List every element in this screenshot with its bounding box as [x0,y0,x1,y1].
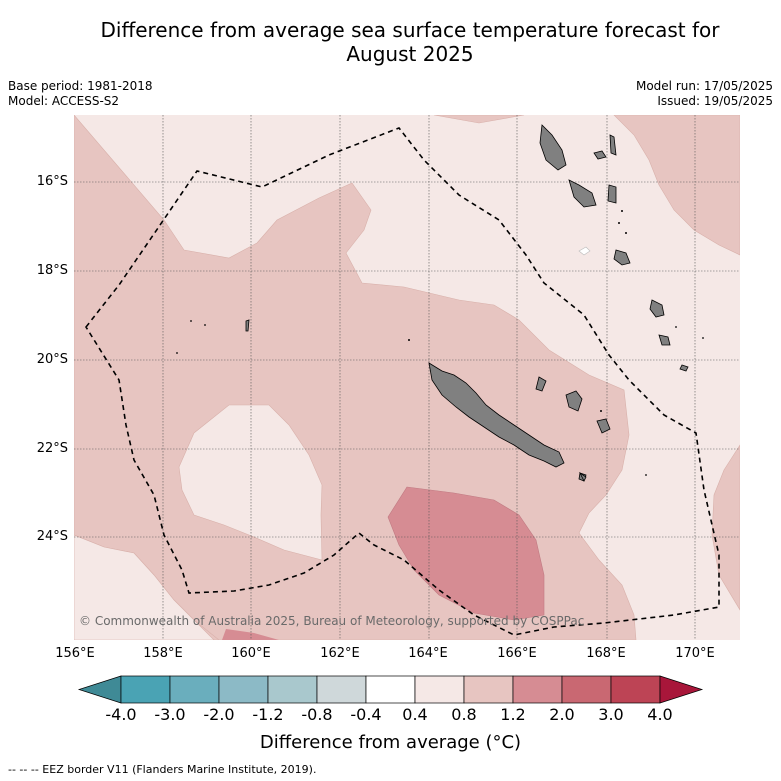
lon-label-168e: 168°E [586,646,626,661]
colorbar-tick-label: 3.0 [598,705,624,724]
land-lifou [565,390,583,412]
colorbar-tick-label: 1.2 [500,705,526,724]
land-masses [245,124,689,482]
meta-left: Base period: 1981-2018 Model: ACCESS-S2 [8,79,153,109]
lon-label-162e: 162°E [320,646,360,661]
lat-label-24s: 24°S [36,529,68,544]
model-run: Model run: 17/05/2025 [635,79,773,93]
model-name: Model: ACCESS-S2 [8,94,120,108]
lon-label-164e: 164°E [408,646,448,661]
colorbar-tick-label: -0.4 [350,705,382,724]
colorbar-swatch [316,675,367,704]
colorbar-arrow-low [77,675,122,704]
anomaly-region-0-8-east [711,444,740,611]
land-ambae [593,150,607,160]
anomaly-region-0-4-southwest [74,534,215,640]
meta-right: Model run: 17/05/2025 Issued: 19/05/2025 [636,79,773,109]
colorbar-swatch [267,675,318,704]
colorbar-swatch [463,675,514,704]
anomaly-region-0-4-west [178,404,323,561]
colorbar-arrow-high [659,675,704,704]
copyright-notice: © Commonwealth of Australia 2025, Bureau… [79,614,585,628]
colorbar-swatch [512,675,563,704]
eez-border [85,127,720,636]
title-line-1: Difference from average sea surface temp… [100,18,720,42]
anomaly-region-1-2 [387,486,545,621]
lat-label-22s: 22°S [36,441,68,456]
land-malakula [568,179,597,208]
land-pentecost [607,184,617,204]
colorbar-swatch [561,675,612,704]
land-mare [596,418,611,434]
colorbar-swatch [120,675,171,704]
land-efate [613,249,631,266]
colorbar-swatch [169,675,220,704]
map-panel [74,115,740,640]
anomaly-region-1-2-south [222,629,279,640]
colorbar-tick-label: 2.0 [549,705,575,724]
map-canvas [74,115,740,640]
map-title: Difference from average sea surface temp… [40,18,780,66]
colorbar-tick-label: -4.0 [105,705,137,724]
colorbar-swatch [414,675,465,704]
lon-label-166e: 166°E [497,646,537,661]
anomaly-region-0-8-northeast [433,115,740,256]
colorbar-title: Difference from average (°C) [259,732,522,753]
eez-legend-note: -- -- -- EEZ border V11 (Flanders Marine… [8,763,317,776]
colorbar-tick-label: -0.8 [301,705,333,724]
land-anatom [679,364,689,372]
colorbar-swatch [365,675,416,704]
land-maewo [609,134,617,156]
colorbar [77,675,704,704]
lat-label-16s: 16°S [36,174,68,189]
lat-label-18s: 18°S [36,263,68,278]
base-period: Base period: 1981-2018 [8,79,153,93]
colorbar-tick-label: -1.2 [252,705,284,724]
lon-label-158e: 158°E [143,646,183,661]
small-islets [176,210,704,476]
land-ouvea [535,376,547,392]
land-espiritu-santo [539,124,567,171]
lon-label-170e: 170°E [675,646,715,661]
colorbar-tick-label: 0.8 [451,705,477,724]
lat-label-20s: 20°S [36,352,68,367]
colorbar-swatch [218,675,269,704]
land-walpole [578,471,587,482]
land-erromango [649,299,665,318]
colorbar-tick-label: 4.0 [647,705,673,724]
colorbar-tick-label: -2.0 [203,705,235,724]
colorbar-tick-label: -3.0 [154,705,186,724]
lon-label-156e: 156°E [55,646,95,661]
graticule [74,115,740,640]
colorbar-tick-label: 0.4 [402,705,428,724]
issued-date: Issued: 19/05/2025 [657,94,773,108]
land-tanna [658,334,671,346]
land-chesterfield [245,319,250,332]
land-hunter-island [578,246,591,256]
lon-label-160e: 160°E [231,646,271,661]
colorbar-swatch [610,675,661,704]
title-line-2: August 2025 [346,42,474,66]
land-new-caledonia [428,362,565,468]
